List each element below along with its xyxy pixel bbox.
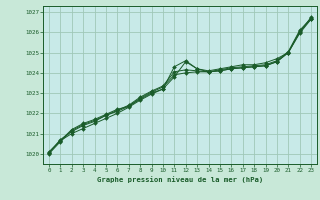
X-axis label: Graphe pression niveau de la mer (hPa): Graphe pression niveau de la mer (hPa): [97, 176, 263, 183]
